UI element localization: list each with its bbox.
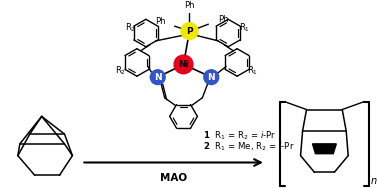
- Polygon shape: [313, 144, 336, 154]
- Circle shape: [204, 70, 219, 85]
- Text: Ni: Ni: [178, 60, 189, 69]
- Text: Ph: Ph: [155, 17, 166, 26]
- Text: Ph: Ph: [218, 15, 229, 24]
- Circle shape: [174, 55, 193, 74]
- Circle shape: [150, 70, 165, 85]
- Text: $\bf{1}$  R$_1$ = R$_2$ = $i$-Pr: $\bf{1}$ R$_1$ = R$_2$ = $i$-Pr: [203, 129, 277, 142]
- Text: R$_2$: R$_2$: [125, 22, 136, 34]
- Circle shape: [181, 23, 198, 39]
- Text: n: n: [371, 176, 377, 186]
- Text: MAO: MAO: [160, 173, 187, 183]
- Text: R$_1$: R$_1$: [248, 64, 259, 77]
- Text: Ph: Ph: [184, 2, 195, 11]
- Text: N: N: [208, 73, 215, 82]
- Text: R$_2$: R$_2$: [116, 64, 127, 77]
- Text: $\bf{2}$  R$_1$ = Me, R$_2$ = $i$-Pr: $\bf{2}$ R$_1$ = Me, R$_2$ = $i$-Pr: [203, 141, 295, 153]
- Text: N: N: [154, 73, 161, 82]
- Text: P: P: [186, 27, 193, 36]
- Text: R$_1$: R$_1$: [239, 22, 249, 34]
